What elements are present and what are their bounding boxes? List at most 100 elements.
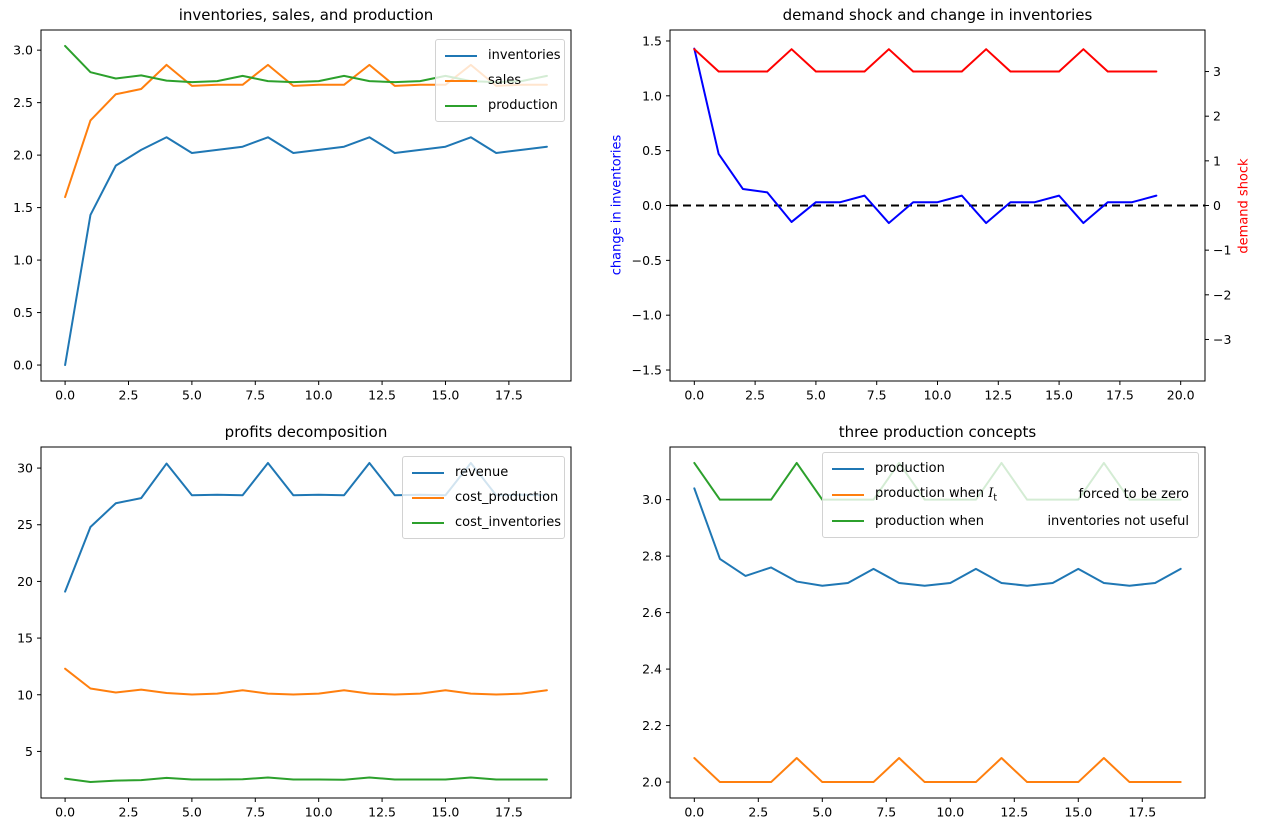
y-tick-label: 1.0 bbox=[642, 88, 662, 103]
legend-line-swatch bbox=[445, 54, 477, 57]
x-tick-label: 7.5 bbox=[876, 805, 896, 820]
legend-label: cost_production bbox=[455, 490, 559, 505]
x-tick-label: 0.0 bbox=[684, 388, 704, 403]
legend-item-production-when-inventories-not-useful: production when inventories not useful bbox=[832, 514, 1189, 529]
y-tick-label: 25 bbox=[17, 517, 33, 532]
y-tick-label-right: 1 bbox=[1213, 153, 1221, 168]
x-tick-label: 2.5 bbox=[119, 388, 139, 403]
y-tick-label: 1.0 bbox=[13, 253, 33, 268]
y-tick-label: 2.2 bbox=[642, 718, 662, 733]
chart-title-profits-decomposition: profits decomposition bbox=[224, 423, 388, 441]
x-tick-label: 10.0 bbox=[936, 805, 964, 820]
y-tick-label: 30 bbox=[17, 461, 33, 476]
x-tick-label: 7.5 bbox=[867, 388, 887, 403]
legend-bl: revenue cost_production cost_inventories bbox=[402, 456, 565, 539]
y-tick-label: 1.5 bbox=[642, 33, 662, 48]
legend-label: sales bbox=[488, 73, 522, 88]
x-tick-label: 2.5 bbox=[745, 388, 765, 403]
legend-label-right: forced to be zero bbox=[1078, 487, 1189, 503]
y-tick-label: 20 bbox=[17, 574, 33, 589]
x-tick-label: 12.5 bbox=[1000, 805, 1028, 820]
x-tick-label: 7.5 bbox=[245, 388, 265, 403]
legend-label: inventories bbox=[488, 48, 561, 63]
y-tick-label: 0.5 bbox=[642, 143, 662, 158]
y-tick-label-right: −2 bbox=[1213, 287, 1231, 302]
y-tick-label: 2.0 bbox=[13, 148, 33, 163]
y-tick-label: 3.0 bbox=[642, 492, 662, 507]
legend-line-swatch bbox=[412, 471, 444, 474]
legend-label-right: inventories not useful bbox=[1047, 513, 1189, 529]
y-tick-label-right: 0 bbox=[1213, 198, 1221, 213]
legend-line-swatch bbox=[445, 79, 477, 82]
x-tick-label: 0.0 bbox=[55, 805, 75, 820]
y-tick-label-right: 3 bbox=[1213, 64, 1221, 79]
series-line-inventories bbox=[64, 136, 548, 367]
y-tick-label: 15 bbox=[17, 631, 33, 646]
legend-label: cost_inventories bbox=[455, 515, 562, 530]
y-tick-label: −1.5 bbox=[632, 363, 662, 378]
x-tick-label: 15.0 bbox=[432, 388, 460, 403]
x-tick-label: 17.5 bbox=[1128, 805, 1156, 820]
x-tick-label: 17.5 bbox=[495, 388, 523, 403]
y-tick-label: 2.5 bbox=[13, 95, 33, 110]
legend-line-swatch bbox=[445, 104, 477, 107]
legend-line-swatch bbox=[832, 493, 864, 496]
y-tick-label: 5 bbox=[25, 744, 33, 759]
series-line-change-in-inventories bbox=[693, 47, 1158, 225]
legend-line-swatch bbox=[832, 467, 864, 470]
series-line-costproduction bbox=[64, 667, 548, 696]
x-tick-label: 12.5 bbox=[984, 388, 1012, 403]
legend-label: production when It bbox=[875, 486, 997, 504]
x-tick-label: 17.5 bbox=[495, 805, 523, 820]
axes-spines-tl bbox=[40, 29, 572, 382]
series-line-production bbox=[693, 487, 1182, 587]
series-line-demand-shock bbox=[693, 48, 1158, 73]
x-tick-label: 2.5 bbox=[748, 805, 768, 820]
x-tick-label: 17.5 bbox=[1106, 388, 1134, 403]
y-axis-label-change-in-inventories: change in inventories bbox=[609, 134, 625, 276]
x-tick-label: 0.0 bbox=[684, 805, 704, 820]
chart-title-three-production-concepts: three production concepts bbox=[838, 423, 1037, 441]
x-tick-label: 2.5 bbox=[119, 805, 139, 820]
chart-title-demand-shock-change-inventories: demand shock and change in inventories bbox=[782, 6, 1093, 24]
x-tick-label: 7.5 bbox=[245, 805, 265, 820]
legend-line-swatch bbox=[412, 521, 444, 524]
legend-label: production when bbox=[875, 513, 985, 529]
y-tick-label: 2.8 bbox=[642, 549, 662, 564]
y-tick-label-right: −1 bbox=[1213, 243, 1231, 258]
y-tick-label: 0.0 bbox=[642, 198, 662, 213]
y-tick-label: 2.6 bbox=[642, 605, 662, 620]
x-tick-label: 5.0 bbox=[182, 805, 202, 820]
legend-label: production bbox=[488, 98, 558, 113]
legend-line-swatch bbox=[832, 520, 864, 523]
legend-label: revenue bbox=[455, 465, 509, 480]
legend-item-revenue: revenue bbox=[412, 465, 555, 480]
legend-item-production: production bbox=[832, 461, 1189, 476]
y-axis-label-demand-shock: demand shock bbox=[1236, 158, 1252, 254]
y-tick-label: 3.0 bbox=[13, 43, 33, 58]
y-tick-label: 1.5 bbox=[13, 200, 33, 215]
y-tick-label: −0.5 bbox=[632, 253, 662, 268]
x-tick-label: 12.5 bbox=[368, 805, 396, 820]
x-tick-label: 20.0 bbox=[1167, 388, 1195, 403]
series-line-production-when-it-forced-to-be-zero bbox=[693, 757, 1182, 784]
legend-label: production bbox=[875, 461, 945, 476]
legend-br: production production when It forced to be… bbox=[822, 452, 1199, 538]
y-tick-label: 0.0 bbox=[13, 358, 33, 373]
legend-item-costproduction: cost_production bbox=[412, 490, 559, 505]
chart-title-inventories-sales-production: inventories, sales, and production bbox=[178, 6, 434, 24]
y-tick-label: −1.0 bbox=[632, 308, 662, 323]
legend-tl: inventories sales production bbox=[435, 39, 565, 122]
y-tick-label: 10 bbox=[17, 687, 33, 702]
legend-item-inventories: inventories bbox=[445, 48, 561, 63]
series-line-costinventories bbox=[64, 776, 548, 784]
legend-line-swatch bbox=[412, 496, 444, 499]
y-tick-label: 2.4 bbox=[642, 662, 662, 677]
x-tick-label: 10.0 bbox=[305, 805, 333, 820]
x-tick-label: 5.0 bbox=[812, 805, 832, 820]
x-tick-label: 10.0 bbox=[305, 388, 333, 403]
x-tick-label: 15.0 bbox=[1064, 805, 1092, 820]
axes-spines-br bbox=[669, 446, 1206, 799]
